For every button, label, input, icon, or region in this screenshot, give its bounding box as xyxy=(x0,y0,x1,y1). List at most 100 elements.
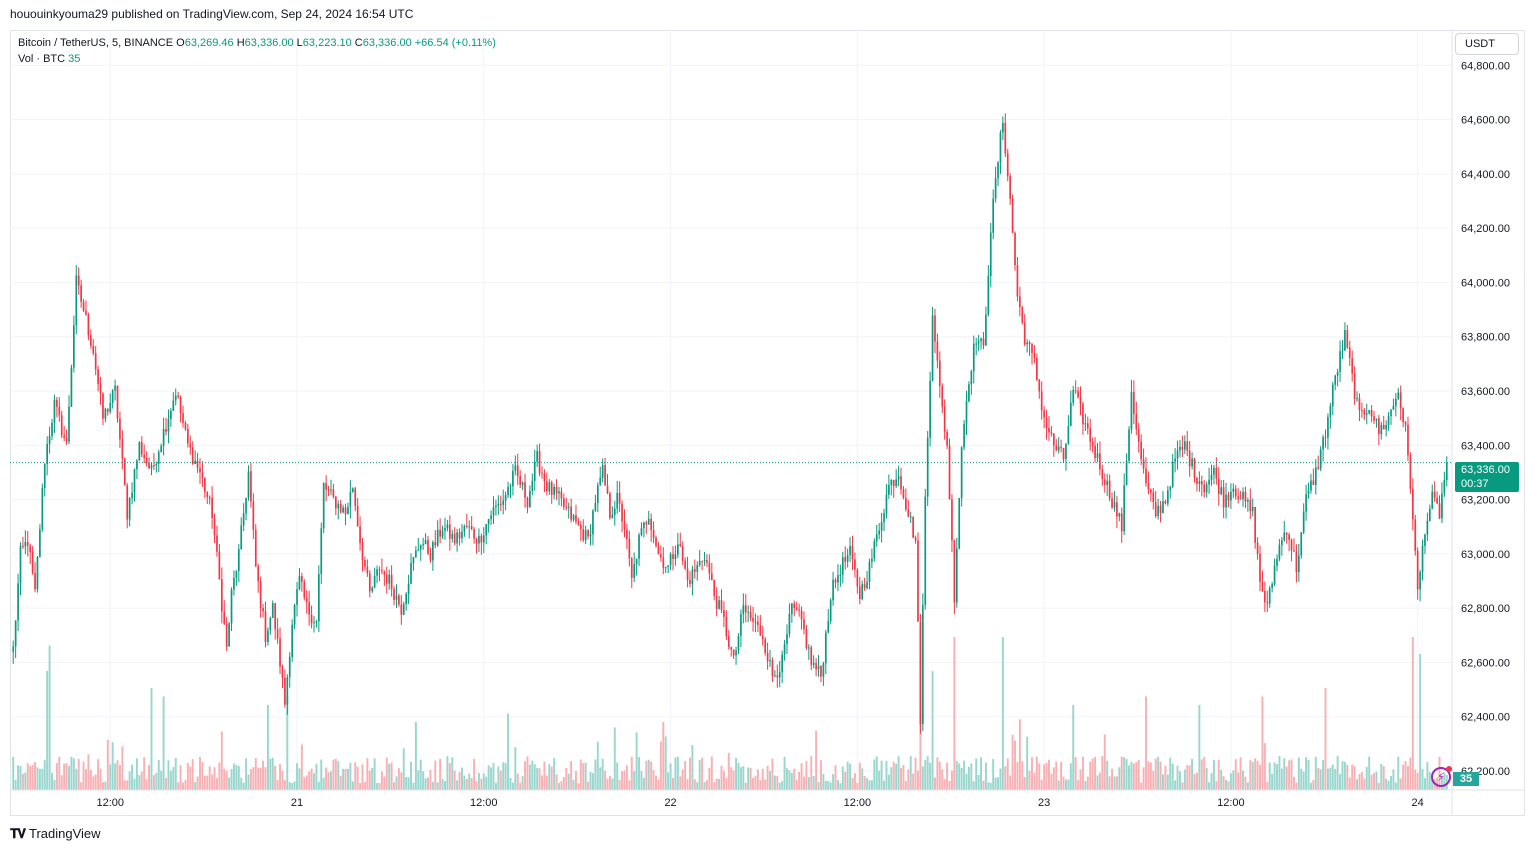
volume-bar xyxy=(1239,757,1242,790)
volume-label[interactable]: Vol · BTC xyxy=(18,53,66,65)
volume-bar xyxy=(12,756,15,790)
volume-bar xyxy=(703,782,706,790)
candle-body xyxy=(257,566,260,582)
volume-bar xyxy=(1278,755,1281,790)
candle-body xyxy=(470,526,473,530)
candle-body xyxy=(875,534,878,542)
lightning-bolt-icon[interactable]: ⚡ xyxy=(1431,767,1451,787)
volume-bar xyxy=(1254,758,1257,790)
volume-bar xyxy=(58,756,61,790)
candle-body xyxy=(674,554,677,559)
candle-body xyxy=(1438,503,1441,519)
candle-body xyxy=(1441,493,1443,519)
volume-bar xyxy=(1246,782,1249,790)
currency-button[interactable]: USDT xyxy=(1455,33,1519,55)
candle-body xyxy=(136,460,138,470)
volume-bar xyxy=(477,772,480,790)
candle-body xyxy=(368,573,371,592)
volume-bar xyxy=(322,777,325,790)
volume-bar xyxy=(788,770,791,790)
candle-body xyxy=(579,524,582,530)
volume-bar xyxy=(514,747,517,790)
volume-bar xyxy=(121,746,124,790)
candle-body xyxy=(286,677,289,705)
volume-bar xyxy=(1256,760,1259,790)
volume-bar xyxy=(732,770,735,790)
candle-body xyxy=(12,646,15,652)
volume-bar xyxy=(1018,719,1021,790)
volume-bar xyxy=(97,759,100,790)
candle-body xyxy=(1125,460,1128,486)
volume-bar xyxy=(824,780,827,790)
volume-bar xyxy=(400,772,403,790)
candle-body xyxy=(1424,534,1426,546)
volume-bar xyxy=(1307,759,1310,790)
candle-body xyxy=(1108,480,1111,499)
candle-body xyxy=(70,367,73,407)
candle-body xyxy=(434,542,437,546)
candle-body xyxy=(599,477,602,486)
volume-bar xyxy=(1089,761,1092,790)
volume-bar xyxy=(485,776,488,790)
volume-bar xyxy=(1103,734,1106,790)
candle-body xyxy=(167,418,170,432)
volume-bar xyxy=(640,771,643,790)
volume-bar xyxy=(1358,773,1361,790)
symbol-name[interactable]: Bitcoin / TetherUS, 5, BINANCE xyxy=(18,37,174,49)
volume-bar xyxy=(1200,759,1203,790)
candle-body xyxy=(1436,497,1438,504)
volume-bar xyxy=(380,771,383,790)
candle-body xyxy=(533,461,536,481)
volume-bar xyxy=(494,782,497,790)
candle-body xyxy=(1302,511,1305,533)
volume-bar xyxy=(1314,756,1317,790)
candle-body xyxy=(301,576,303,582)
volume-bar xyxy=(611,778,614,790)
candle-body xyxy=(475,538,478,544)
volume-bar xyxy=(921,766,924,790)
volume-bar xyxy=(1077,780,1080,790)
candle-body xyxy=(934,315,936,342)
volume-bar xyxy=(349,762,352,790)
candle-body xyxy=(655,537,657,547)
candle-body xyxy=(424,540,427,545)
candle-body xyxy=(900,476,902,490)
volume-bar xyxy=(492,762,495,790)
y-tick-label: 62,800.00 xyxy=(1461,603,1510,615)
volume-bar xyxy=(790,772,793,790)
candle-body xyxy=(560,491,563,499)
volume-bar xyxy=(1244,776,1247,790)
volume-bar xyxy=(1300,768,1303,790)
chart-frame[interactable] xyxy=(10,30,1525,816)
candle-body xyxy=(1266,602,1269,604)
x-tick-label: 24 xyxy=(1412,797,1424,809)
candle-body xyxy=(1103,479,1106,486)
volume-bar xyxy=(206,775,209,790)
candle-body xyxy=(1242,491,1244,499)
candle-body xyxy=(1334,375,1337,385)
candle-body xyxy=(89,335,92,346)
candle-body xyxy=(1091,441,1094,446)
volume-bar xyxy=(509,777,512,790)
candle-body xyxy=(259,581,262,609)
candle-body xyxy=(1096,453,1099,459)
candle-body xyxy=(1016,265,1019,297)
candle-body xyxy=(293,604,296,625)
candle-body xyxy=(524,482,526,498)
candle-body xyxy=(1031,344,1033,353)
candle-body xyxy=(228,623,230,647)
volume-bar xyxy=(480,778,483,790)
volume-bar xyxy=(994,777,997,790)
candle-body xyxy=(179,396,182,414)
candle-body xyxy=(1067,426,1070,444)
volume-bar xyxy=(567,773,570,790)
volume-bar xyxy=(92,776,95,790)
candle-body xyxy=(354,488,357,507)
volume-bar xyxy=(1208,782,1211,790)
candle-body xyxy=(1402,408,1404,423)
candle-body xyxy=(1006,153,1009,177)
volume-bar xyxy=(1283,758,1286,790)
candle-body xyxy=(1123,485,1126,532)
tradingview-logo[interactable]: 𝐓𝐕 TradingView xyxy=(10,826,101,842)
